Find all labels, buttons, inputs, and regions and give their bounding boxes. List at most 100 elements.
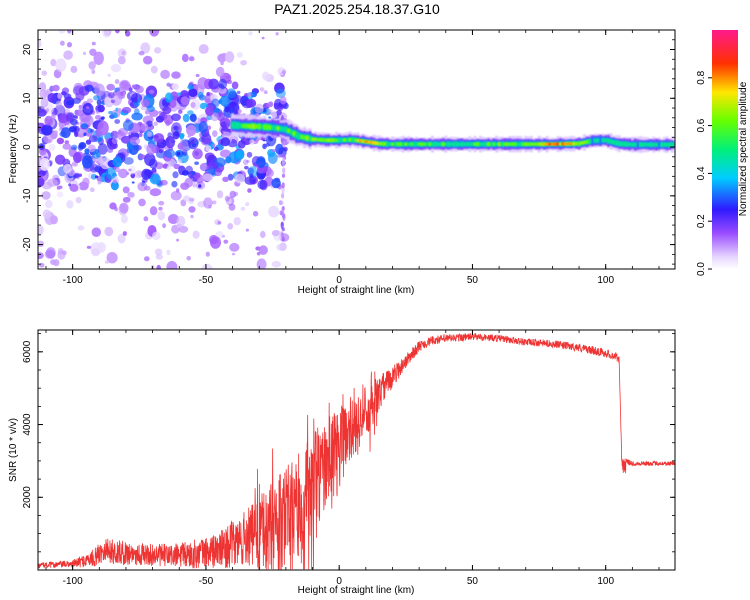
- spectrogram-speckle: [114, 119, 121, 124]
- spectrogram-ridge-cell: [415, 141, 419, 147]
- spectrogram-ridge-cell: [518, 141, 522, 147]
- spectrogram-speckle: [104, 226, 114, 237]
- spectrogram-speckle: [52, 84, 60, 92]
- spectrogram-speckle: [89, 163, 99, 173]
- spectrogram-speckle: [189, 197, 195, 202]
- spectrogram-speckle: [237, 109, 242, 114]
- spectrogram-ridge-cell: [569, 142, 573, 146]
- spectrogram-ridge-cell: [231, 121, 235, 129]
- spectrogram-ridge-cell: [343, 138, 347, 142]
- spectrogram-ridge-cell: [604, 138, 608, 143]
- spectrogram-speckle: [90, 173, 97, 180]
- spectrogram-speckle: [233, 217, 241, 226]
- spectrogram-speckle: [171, 71, 181, 79]
- spectrogram-ridge-cell: [439, 142, 443, 147]
- snr-ticks: -100 -50 0 50 100 2000 4000 6000: [22, 330, 675, 587]
- spectrogram-ridge-cell: [500, 141, 504, 147]
- spectrogram-speckle: [122, 231, 127, 236]
- spectrogram-speckle: [165, 135, 176, 149]
- spectrogram-speckle: [216, 190, 224, 199]
- spectrogram-ridge-cell: [281, 126, 285, 132]
- spectrogram-ridge-cell: [236, 122, 240, 129]
- spectrogram-ridge-cell: [526, 142, 530, 146]
- spectrogram-speckle: [138, 132, 143, 138]
- spectrogram-speckle: [149, 188, 162, 197]
- spectrogram-ridge-cell: [324, 139, 328, 142]
- spectrogram-speckle: [47, 93, 57, 103]
- spectrogram-speckle: [38, 40, 42, 49]
- spectrogram-speckle: [73, 152, 82, 164]
- spectrogram-speckle: [188, 56, 195, 62]
- spectrogram-speckle: [111, 142, 118, 150]
- spectrogram-speckle: [219, 149, 232, 158]
- spectrogram-speckle: [247, 92, 252, 97]
- spectrogram-ridge-cell: [487, 142, 491, 146]
- spectrogram-ridge-cell: [377, 142, 381, 145]
- snr-series-line: [38, 332, 675, 570]
- spectrogram-speckle: [123, 157, 134, 165]
- spectrogram-speckle: [171, 180, 178, 188]
- spectrogram-speckle: [66, 200, 74, 209]
- spectrogram-speckle: [224, 106, 230, 113]
- spectrogram-speckle: [91, 41, 96, 46]
- spectrogram-speckle: [186, 255, 191, 261]
- spectrogram-speckle: [132, 97, 138, 103]
- spectrogram-ridge-cell: [260, 124, 264, 130]
- spectrogram-speckle: [107, 92, 115, 99]
- spectrogram-ridge-cell: [452, 141, 456, 147]
- spectrogram-ridge-cell: [540, 142, 544, 146]
- spectrogram-ridge-cell: [383, 142, 387, 146]
- spectrogram-speckle: [55, 100, 62, 108]
- colorbar-tick-label: 0.8: [696, 70, 707, 84]
- spectrogram-speckle: [86, 98, 94, 104]
- spectrogram-speckle: [282, 69, 287, 75]
- spectrogram-ridge-cell: [423, 142, 427, 146]
- spectrogram-speckle: [282, 167, 286, 174]
- spectrogram-ridge-cell: [463, 142, 467, 147]
- spectrogram-speckle: [82, 177, 90, 187]
- colorbar-tick-label: 0.4: [696, 166, 707, 180]
- spectrogram-ridge-cell: [457, 142, 461, 147]
- spectrogram-speckle: [214, 157, 226, 168]
- spectrogram-ridge-cell: [465, 142, 469, 147]
- spectrogram-ridge-cell: [444, 142, 448, 146]
- spectrogram-speckle: [168, 213, 179, 225]
- spectrogram-speckle: [202, 173, 214, 182]
- spectrogram-speckle: [57, 92, 63, 99]
- spectrogram-speckle: [164, 92, 173, 103]
- spectrogram-speckle: [279, 210, 283, 216]
- spectrogram-speckle: [92, 152, 101, 159]
- spectrogram-ridge-cell: [574, 142, 578, 146]
- spectrogram-speckle: [178, 111, 182, 114]
- spectrogram-speckle: [67, 30, 72, 34]
- spectrogram-speckle: [234, 173, 246, 184]
- x-tick-label: -100: [63, 576, 83, 587]
- snr-y-axis-label: SNR (10 * v/v): [8, 418, 19, 482]
- spectrogram-ridge-cell: [660, 142, 664, 148]
- spectrogram-speckle: [201, 132, 212, 145]
- spectrogram-speckle: [264, 90, 268, 94]
- spectrogram-ridge-cell: [596, 138, 600, 143]
- spectrogram-ridge-cell: [249, 124, 253, 129]
- spectrogram-speckle: [38, 262, 45, 268]
- spectrogram-speckle: [172, 131, 180, 140]
- y-tick-label: 6000: [22, 340, 33, 363]
- spectrogram-ridge-cell: [380, 142, 384, 146]
- spectrogram-ridge-cell: [401, 142, 405, 147]
- colorbar-tick-label: 0.6: [696, 118, 707, 132]
- spectrogram-speckle: [148, 89, 155, 94]
- spectrogram-speckle: [237, 140, 246, 149]
- spectrogram-speckle: [198, 121, 208, 134]
- spectrogram-speckle: [278, 106, 283, 111]
- spectrogram-speckle: [66, 112, 75, 123]
- spectrogram-speckle: [201, 263, 213, 269]
- spectrogram-speckle: [45, 108, 50, 112]
- spectrogram-ridge-cell: [353, 138, 357, 142]
- spectrogram-ridge-cell: [327, 138, 331, 142]
- spectrogram-speckle: [192, 230, 200, 239]
- y-tick-label: 20: [22, 44, 33, 56]
- spectrogram-ridge-cell: [329, 138, 333, 142]
- y-tick-label: -20: [22, 237, 33, 252]
- spectrogram-speckle: [282, 140, 286, 148]
- spectrogram-ridge-cell: [473, 142, 477, 146]
